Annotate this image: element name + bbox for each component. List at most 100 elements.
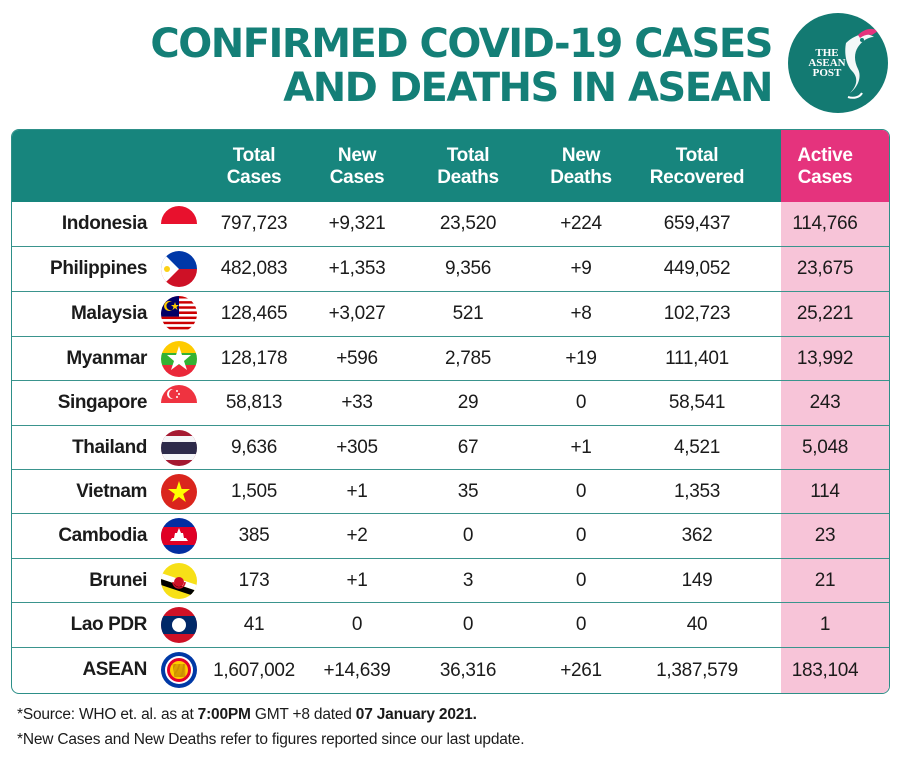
- cell-total-deaths: 9,356: [444, 258, 492, 279]
- cambodia-flag-icon: [161, 518, 197, 554]
- table-row: Malaysia 128,465 +3,027 521 +8 102,723 25,221: [12, 292, 889, 336]
- cell-new-cases: +33: [341, 392, 373, 413]
- cell-new-deaths: 0: [575, 570, 587, 591]
- table-row: Cambodia 385 +2 0 0 362 23: [12, 514, 889, 558]
- cell-total-deaths: 23,520: [439, 213, 497, 234]
- country-name: Malaysia: [70, 303, 147, 324]
- country-name: Indonesia: [61, 213, 147, 234]
- cell-new-deaths: +261: [560, 660, 602, 681]
- country-name: Thailand: [72, 437, 147, 458]
- cell-total-recovered: 58,541: [668, 392, 726, 413]
- header-new-cases: New Cases: [329, 145, 385, 188]
- country-name: Myanmar: [66, 348, 147, 369]
- laos-flag-icon: [161, 607, 197, 643]
- cell-total-deaths: 67: [457, 437, 479, 458]
- cell-new-deaths: +19: [565, 348, 597, 369]
- indonesia-flag-icon: [161, 206, 197, 242]
- cell-total-recovered: 449,052: [663, 258, 731, 279]
- cell-active-cases: 114,766: [792, 213, 858, 234]
- row-divider: [12, 558, 889, 559]
- logo-text-the: THE: [815, 47, 839, 59]
- country-name: ASEAN: [82, 659, 147, 680]
- cell-total-recovered: 40: [686, 614, 708, 635]
- footnote-new-cases: *New Cases and New Deaths refer to figur…: [17, 731, 525, 748]
- cell-total-cases: 128,178: [220, 348, 288, 369]
- cell-total-cases: 797,723: [220, 213, 288, 234]
- table-row: Philippines 482,083 +1,353 9,356 +9 449,052 23…: [12, 247, 889, 291]
- cell-new-deaths: +1: [570, 437, 592, 458]
- cell-active-cases: 243: [809, 392, 841, 413]
- cell-new-cases: +3,027: [328, 303, 386, 324]
- cell-active-cases: 21: [814, 570, 836, 591]
- cell-total-deaths: 0: [462, 525, 474, 546]
- table-row: Thailand 9,636 +305 67 +1 4,521 5,048: [12, 426, 889, 469]
- cell-total-recovered: 102,723: [663, 303, 731, 324]
- thailand-flag-icon: [161, 430, 197, 466]
- cell-new-cases: +2: [346, 525, 368, 546]
- cell-new-cases: +1,353: [328, 258, 386, 279]
- logo-text-asean: ASEAN: [808, 57, 846, 69]
- myanmar-flag-icon: [161, 341, 197, 377]
- cell-new-cases: +305: [336, 437, 378, 458]
- footnote-source-date: 07 January 2021.: [355, 706, 477, 723]
- row-divider: [12, 602, 889, 603]
- cell-new-deaths: +8: [570, 303, 592, 324]
- row-divider: [12, 647, 889, 648]
- header-active-cases: Active Cases: [797, 145, 853, 188]
- cell-total-recovered: 1,353: [673, 481, 721, 502]
- country-name: Singapore: [57, 392, 148, 413]
- cell-total-deaths: 2,785: [444, 348, 492, 369]
- cell-total-cases: 1,607,002: [213, 660, 295, 681]
- table-row: Vietnam 1,505 +1 35 0 1,353 114: [12, 470, 889, 513]
- cell-active-cases: 183,104: [791, 660, 859, 681]
- cell-total-deaths: 521: [452, 303, 484, 324]
- singapore-flag-icon: [161, 385, 197, 421]
- asean-flag-icon: [161, 652, 197, 688]
- row-divider: [12, 291, 889, 292]
- table-row: Lao PDR 41 0 0 0 40 1: [12, 603, 889, 647]
- covid-table: Total Cases New Cases Total Deaths New Deat…: [11, 129, 890, 694]
- country-name: Vietnam: [76, 481, 147, 502]
- row-divider: [12, 380, 889, 381]
- cell-active-cases: 13,992: [796, 348, 854, 369]
- cell-active-cases: 25,221: [796, 303, 854, 324]
- table-row: Singapore 58,813 +33 29 0 58,541 243: [12, 381, 889, 425]
- vietnam-flag-icon: [161, 474, 197, 510]
- cell-active-cases: 114: [810, 481, 840, 502]
- row-divider: [12, 513, 889, 514]
- row-divider: [12, 336, 889, 337]
- cell-new-cases: +9,321: [328, 213, 386, 234]
- cell-total-recovered: 1,387,579: [656, 660, 738, 681]
- cell-active-cases: 23: [814, 525, 836, 546]
- footnote-source-prefix: *Source: WHO et. al. as at: [17, 706, 198, 723]
- row-divider: [12, 425, 889, 426]
- header-total-recovered: Total Recovered: [649, 145, 745, 188]
- table-row: ASEAN 1,607,002 +14,639 36,316 +261 1,387,579…: [12, 648, 889, 693]
- table-row: Indonesia 797,723 +9,321 23,520 +224 659,437 1…: [12, 202, 889, 246]
- cell-new-cases: +14,639: [323, 660, 391, 681]
- cell-total-recovered: 362: [681, 525, 713, 546]
- cell-new-deaths: 0: [575, 525, 587, 546]
- cell-total-cases: 1,505: [230, 481, 278, 502]
- cell-total-cases: 128,465: [220, 303, 288, 324]
- cell-new-cases: +1: [346, 570, 368, 591]
- cell-total-deaths: 3: [462, 570, 474, 591]
- cell-total-deaths: 0: [462, 614, 474, 635]
- cell-total-cases: 173: [238, 570, 270, 591]
- header-total-cases: Total Cases: [226, 145, 282, 188]
- header-new-deaths: New Deaths: [550, 145, 612, 188]
- cell-total-deaths: 36,316: [439, 660, 497, 681]
- cell-new-deaths: +9: [570, 258, 592, 279]
- cell-total-cases: 9,636: [230, 437, 278, 458]
- active-cases-header-bg: [781, 130, 889, 202]
- cell-active-cases: 1: [819, 614, 831, 635]
- country-name: Cambodia: [58, 525, 147, 546]
- logo-text-post: POST: [812, 67, 842, 79]
- cell-total-recovered: 111,401: [665, 348, 729, 369]
- cell-total-cases: 482,083: [220, 258, 288, 279]
- header-total-deaths: Total Deaths: [437, 145, 499, 188]
- cell-total-deaths: 35: [457, 481, 479, 502]
- table-row: Myanmar 128,178 +596 2,785 +19 111,401 13,992: [12, 337, 889, 380]
- cell-new-deaths: 0: [575, 392, 587, 413]
- cell-new-cases: +596: [336, 348, 378, 369]
